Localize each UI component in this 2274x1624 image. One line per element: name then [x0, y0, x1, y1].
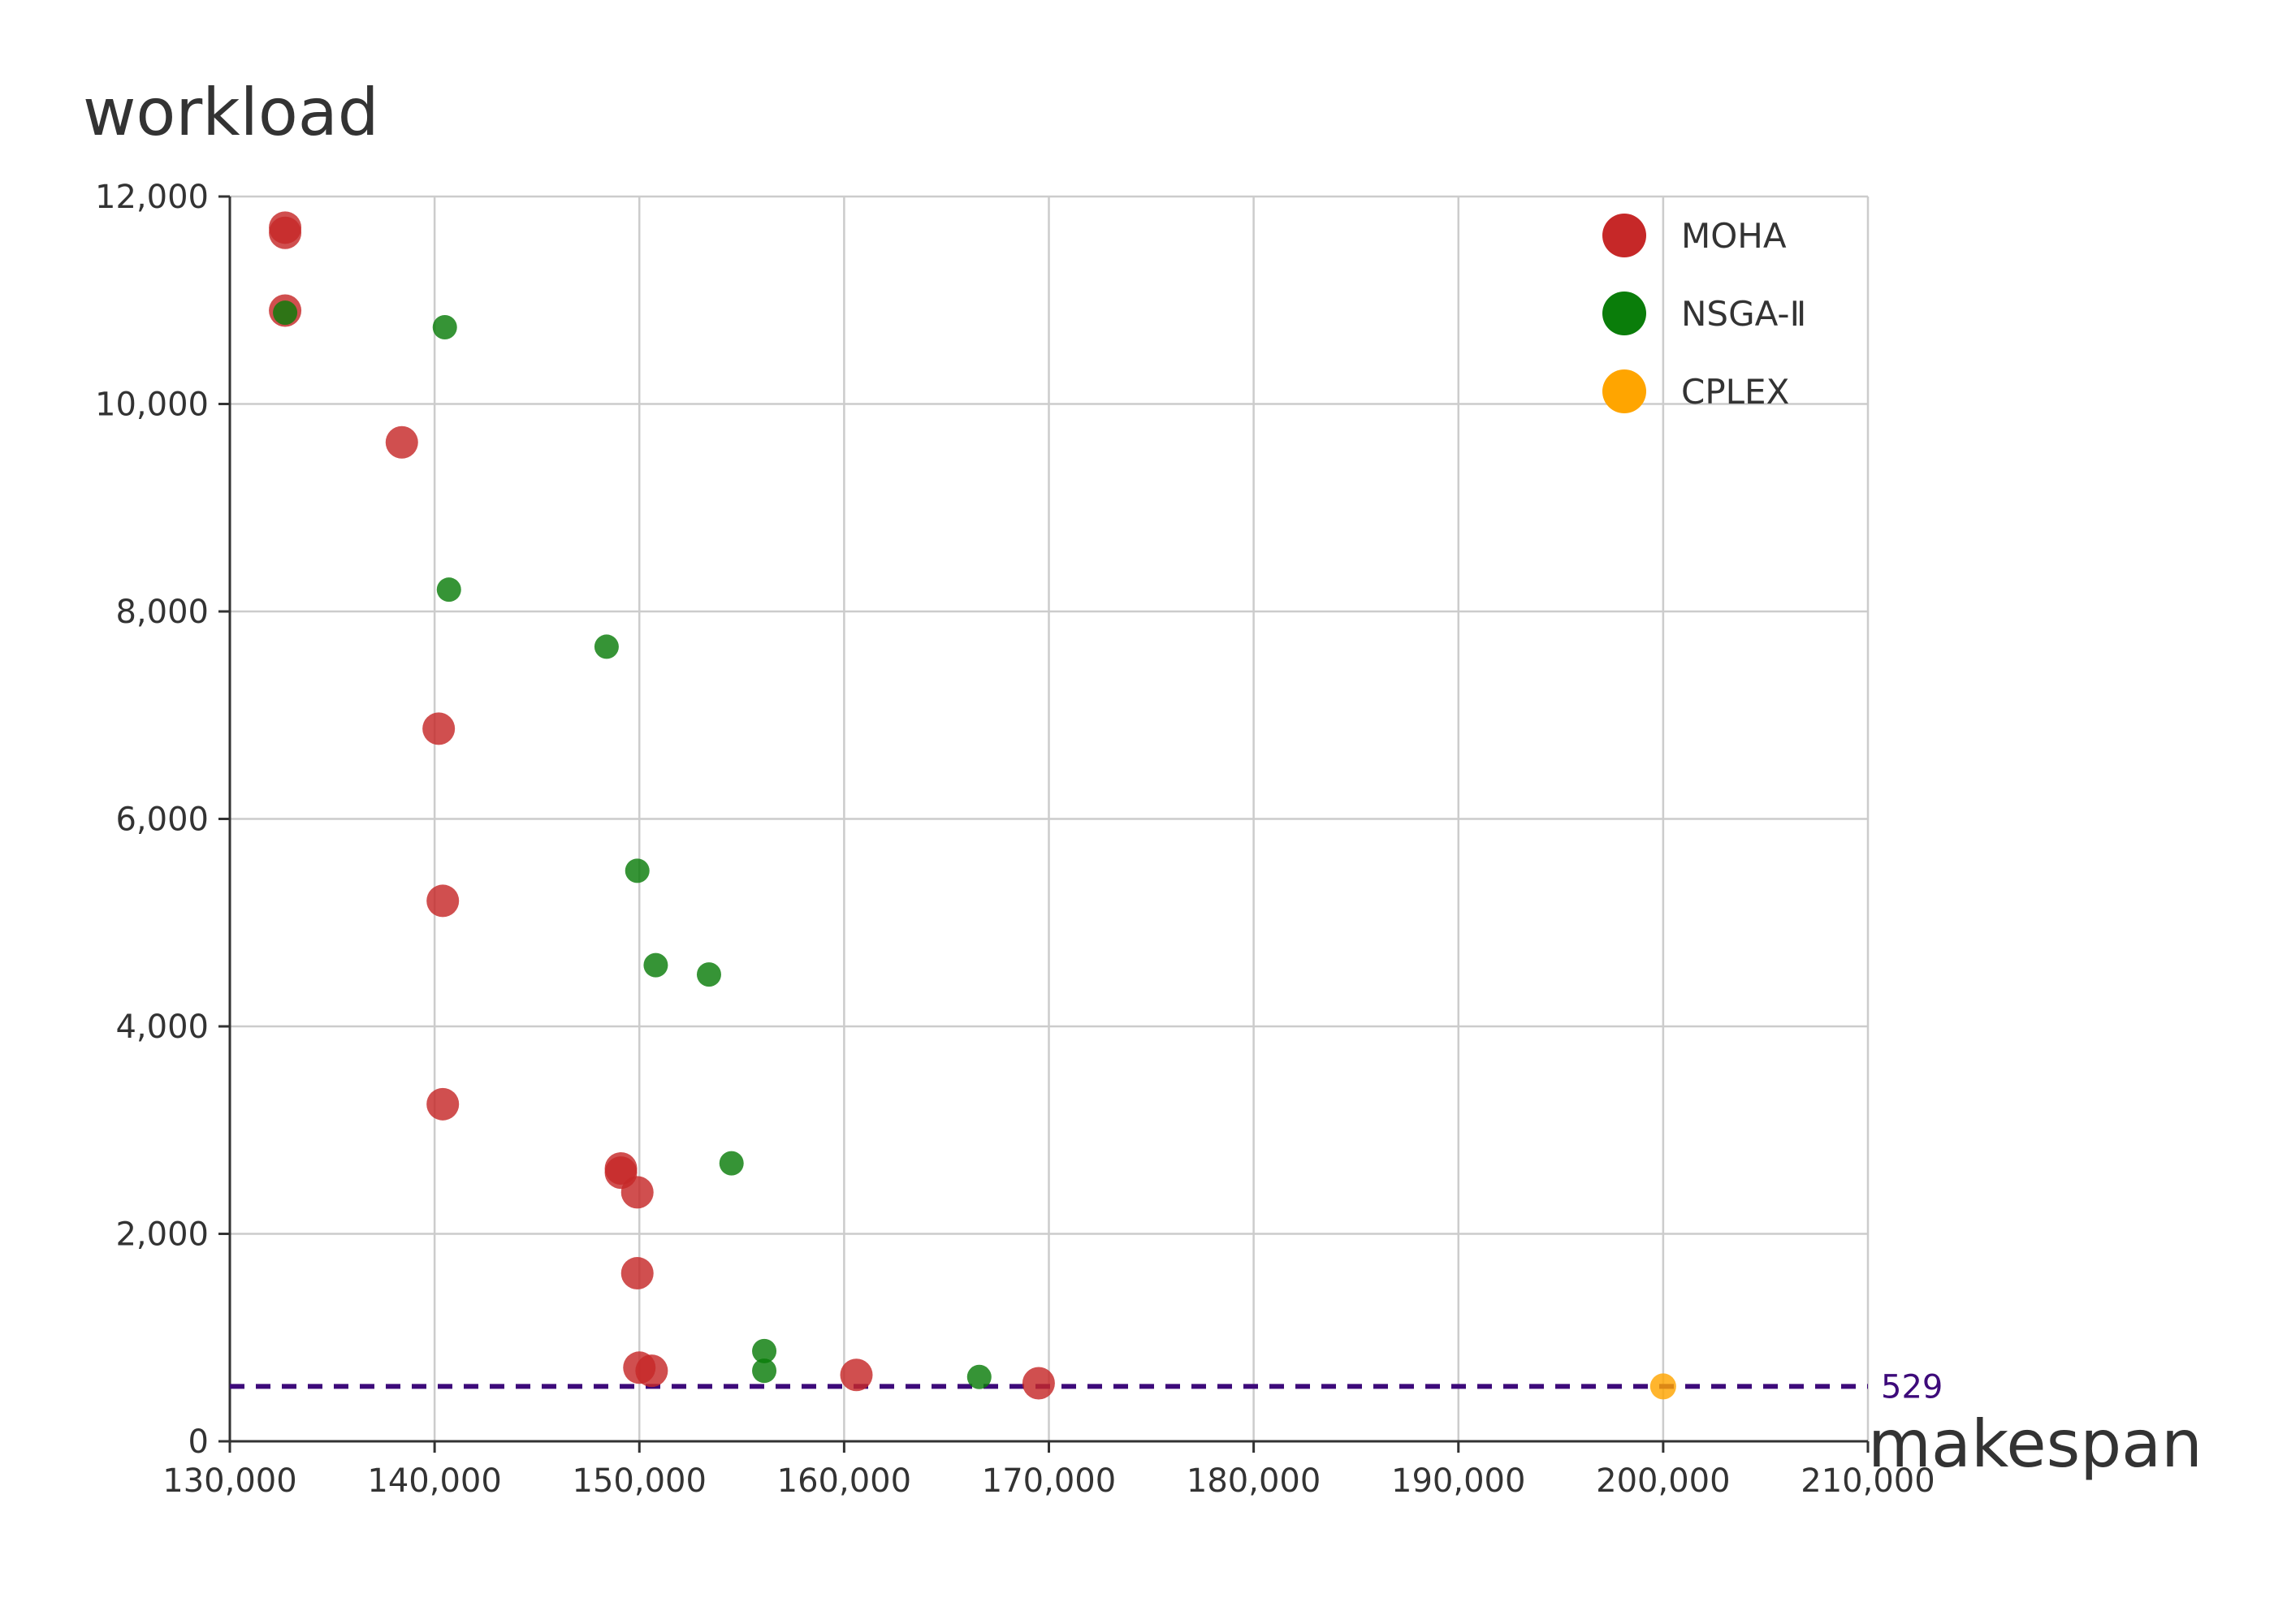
axes: [218, 195, 1870, 1453]
y-axis-title: workload: [83, 75, 379, 150]
data-point-moha: [840, 1358, 873, 1392]
x-tick-label: 200,000: [1596, 1462, 1730, 1500]
legend-label: CPLEX: [1681, 372, 1789, 412]
data-point-moha: [620, 1176, 654, 1209]
y-tick-label: 12,000: [95, 179, 209, 216]
data-point-moha: [635, 1354, 668, 1388]
y-tick-label: 10,000: [95, 387, 209, 424]
data-point-nsga: [432, 314, 457, 339]
data-point-nsga: [643, 952, 668, 978]
data-point-cplex: [1649, 1373, 1676, 1400]
x-tick-label: 210,000: [1801, 1462, 1935, 1500]
data-point-nsga: [436, 577, 461, 603]
data-point-nsga: [594, 634, 619, 659]
y-tick-label: 2,000: [115, 1216, 209, 1254]
x-tick-label: 140,000: [367, 1462, 501, 1500]
data-point-moha: [426, 1087, 460, 1121]
data-point-nsga: [719, 1151, 744, 1176]
legend-marker: [1602, 369, 1646, 413]
reference-line-label: 529: [1881, 1368, 1943, 1406]
x-tick-label: 190,000: [1391, 1462, 1525, 1500]
data-point-nsga: [273, 300, 298, 326]
legend-label: NSGA-Ⅱ: [1681, 294, 1806, 334]
legend-label: MOHA: [1681, 216, 1787, 256]
x-axis-title: makespan: [1868, 1406, 2203, 1482]
x-tick-label: 160,000: [777, 1462, 911, 1500]
y-tick-label: 6,000: [115, 801, 209, 839]
x-tick-label: 170,000: [982, 1462, 1116, 1500]
y-tick-label: 8,000: [115, 594, 209, 631]
data-point-nsga: [752, 1358, 777, 1384]
y-tick-label: 0: [188, 1423, 209, 1461]
legend: MOHA NSGA-Ⅱ CPLEX: [1602, 214, 1806, 413]
data-point-nsga: [752, 1338, 777, 1363]
x-tick-label: 180,000: [1187, 1462, 1321, 1500]
reference-line-group: 529: [230, 1368, 1943, 1406]
x-tick-label: 150,000: [573, 1462, 707, 1500]
data-point-moha: [422, 712, 456, 745]
data-point-nsga: [625, 858, 650, 883]
grid-lines: [230, 195, 1870, 1441]
x-tick-label: 130,000: [162, 1462, 296, 1500]
data-point-moha: [426, 884, 460, 918]
data-point-moha: [1022, 1367, 1055, 1400]
tick-labels: 130,000 140,000 150,000 160,000 170,000 180,0…: [95, 179, 1935, 1500]
data-point-moha: [385, 425, 418, 459]
legend-marker: [1602, 292, 1646, 335]
data-points: [269, 211, 1676, 1400]
legend-marker: [1602, 214, 1646, 257]
data-point-moha: [269, 216, 302, 249]
y-tick-label: 4,000: [115, 1009, 209, 1046]
data-point-nsga: [696, 962, 721, 987]
data-point-nsga: [966, 1364, 992, 1389]
data-point-moha: [620, 1257, 654, 1290]
